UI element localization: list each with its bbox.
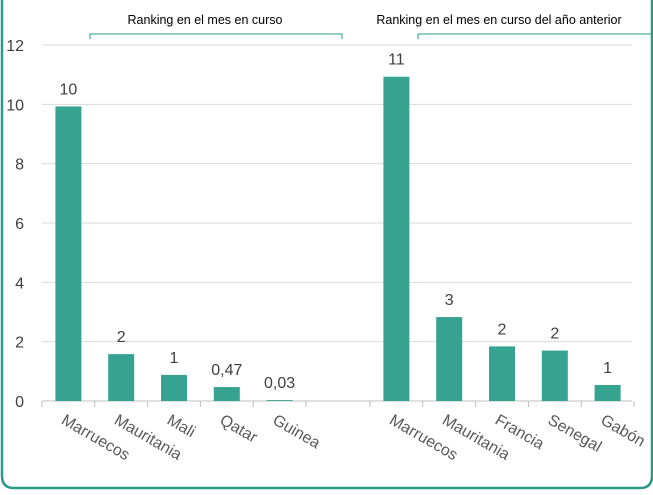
bar <box>436 317 463 401</box>
data-label: 2 <box>117 329 126 346</box>
x-tick-label: Qatar <box>217 412 261 447</box>
y-tick-label: 0 <box>15 394 24 411</box>
group-bracket <box>89 33 343 39</box>
data-label: 1 <box>603 360 612 377</box>
group-title: Ranking en el mes en curso <box>128 13 283 27</box>
bar <box>108 354 135 401</box>
gridlines <box>41 44 635 407</box>
group-bracket <box>417 33 653 39</box>
group-title: Ranking en el mes en curso del año anter… <box>376 13 621 27</box>
value-labels: 10 2 1 0,47 0,03 11 3 2 2 1 <box>60 52 613 392</box>
y-tick-label: 4 <box>15 275 24 292</box>
data-label: 2 <box>550 326 559 343</box>
data-label: 0,47 <box>211 362 242 379</box>
bar <box>489 346 515 401</box>
data-label: 3 <box>445 292 454 309</box>
data-label: 10 <box>60 81 78 98</box>
x-tick-label: Gabón <box>598 412 648 451</box>
bars <box>55 76 621 401</box>
bar <box>55 106 82 401</box>
group-headers: Ranking en el mes en curso Ranking en el … <box>89 13 653 39</box>
data-label: 1 <box>170 350 179 367</box>
bar <box>266 400 293 401</box>
x-tick-label: Guinea <box>270 412 323 453</box>
y-tick-label: 10 <box>6 97 24 114</box>
data-label: 2 <box>498 321 507 338</box>
bar <box>383 76 410 401</box>
bar <box>541 350 568 401</box>
bar <box>161 374 187 401</box>
y-tick-label: 12 <box>6 38 24 55</box>
x-tick-label: Senegal <box>545 412 604 456</box>
bar <box>213 387 240 401</box>
y-axis-ticks: 0 2 4 6 8 10 12 <box>6 38 24 411</box>
data-label: 0,03 <box>264 375 295 392</box>
y-tick-label: 8 <box>15 157 24 174</box>
y-tick-label: 2 <box>15 335 24 352</box>
bar <box>594 384 621 401</box>
data-label: 11 <box>388 52 405 69</box>
x-tick-label: Mali <box>164 412 198 441</box>
y-tick-label: 6 <box>15 216 24 233</box>
